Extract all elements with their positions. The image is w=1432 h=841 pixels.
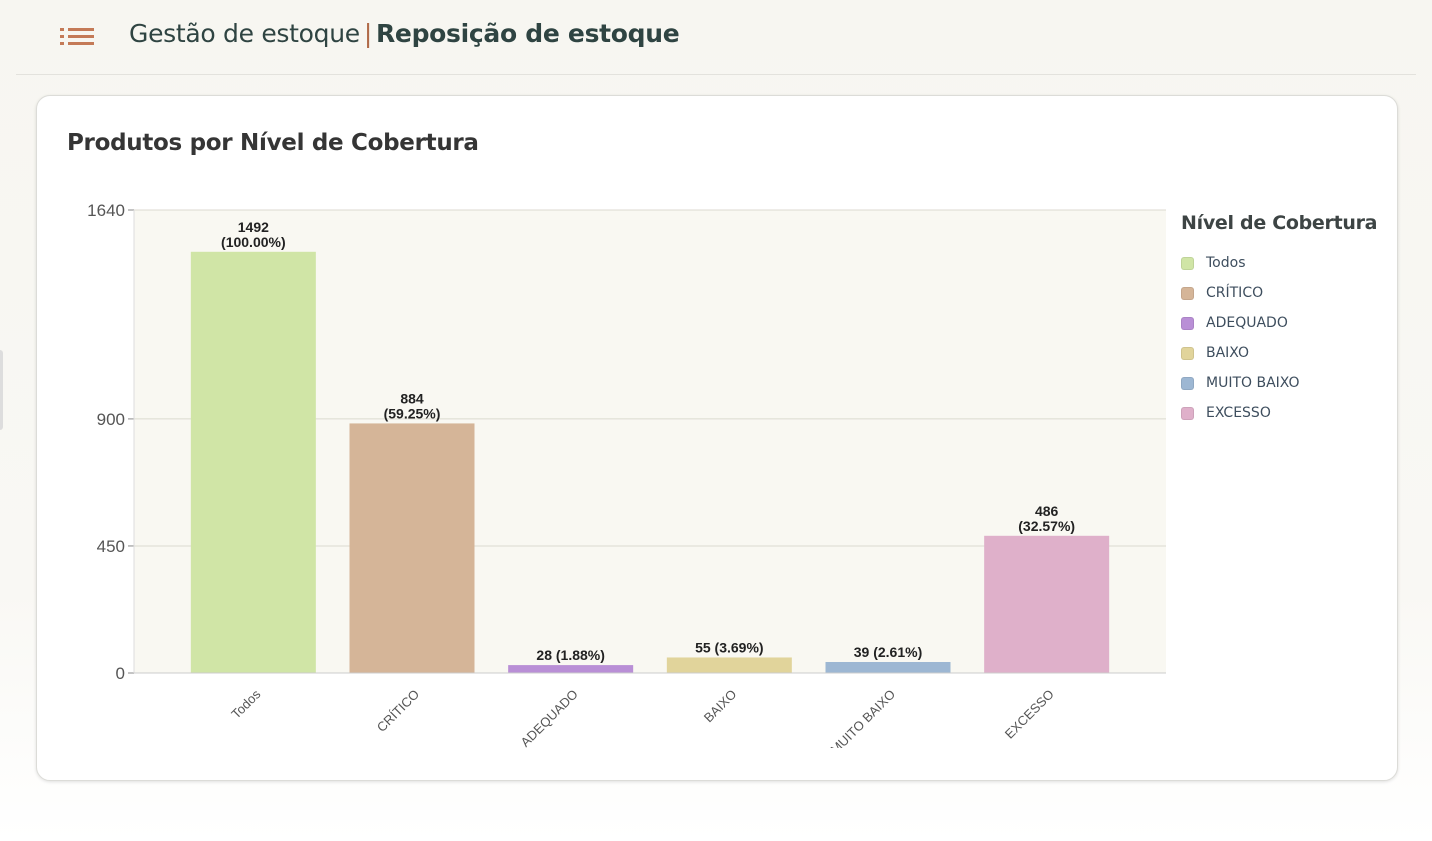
bar-adequado <box>508 665 634 673</box>
legend-item[interactable]: Todos <box>1181 248 1377 278</box>
y-tick-label: 900 <box>97 410 125 429</box>
data-label: (100.00%) <box>221 234 286 250</box>
legend-title: Nível de Cobertura <box>1181 212 1378 234</box>
x-tick-label: ADEQUADO <box>518 687 581 750</box>
legend-label: CRÍTICO <box>1206 285 1264 301</box>
legend: Nível de Cobertura Todos CRÍTICO ADEQUADO B… <box>1181 212 1377 428</box>
data-label: (59.25%) <box>384 405 441 421</box>
data-label: 55 (3.69%) <box>695 639 763 655</box>
legend-item[interactable]: ADEQUADO <box>1181 308 1377 338</box>
chart-title: Produtos por Nível de Cobertura <box>67 130 479 156</box>
legend-swatch <box>1181 286 1194 300</box>
x-tick-label: EXCESSO <box>1002 687 1057 742</box>
legend-swatch <box>1181 316 1194 330</box>
x-tick-label: BAIXO <box>701 687 740 726</box>
y-tick-label: 1640 <box>87 201 125 220</box>
data-label: (32.57%) <box>1018 518 1075 534</box>
header: Gestão de estoque | Reposição de estoque <box>0 0 1432 74</box>
page-title: Gestão de estoque | Reposição de estoque <box>129 19 680 48</box>
bar-excesso <box>984 535 1110 673</box>
data-label: 884 <box>400 390 424 406</box>
legend-item[interactable]: EXCESSO <box>1181 398 1377 428</box>
data-label: 486 <box>1035 503 1059 519</box>
title-separator: | <box>363 19 372 48</box>
list-icon[interactable] <box>60 28 96 46</box>
header-divider <box>16 74 1416 75</box>
section-title: Gestão de estoque <box>129 19 360 48</box>
data-label: 39 (2.61%) <box>854 644 922 660</box>
legend-label: BAIXO <box>1206 345 1250 361</box>
y-tick-label: 450 <box>97 537 125 556</box>
bar-muito-baixo <box>825 661 951 673</box>
x-axis-labels: Todos CRÍTICO ADEQUADO BAIXO MUITO BAIXO EXCE… <box>228 686 1057 758</box>
legend-label: EXCESSO <box>1206 405 1271 421</box>
legend-label: MUITO BAIXO <box>1206 375 1300 391</box>
data-label: 1492 <box>238 219 269 235</box>
page-subtitle: Reposição de estoque <box>375 19 680 48</box>
x-tick-label: MUITO BAIXO <box>827 687 898 758</box>
x-tick-label: CRÍTICO <box>374 687 422 735</box>
bar-todos <box>190 251 316 673</box>
y-tick-label: 0 <box>116 664 125 683</box>
legend-swatch <box>1181 256 1194 270</box>
legend-swatch <box>1181 376 1194 390</box>
legend-item[interactable]: CRÍTICO <box>1181 278 1377 308</box>
legend-label: Todos <box>1206 255 1246 271</box>
legend-swatch <box>1181 346 1194 360</box>
bar-crítico <box>349 423 475 673</box>
legend-item[interactable]: BAIXO <box>1181 338 1377 368</box>
legend-label: ADEQUADO <box>1206 315 1288 331</box>
x-tick-label: Todos <box>228 686 263 721</box>
bar-baixo <box>666 657 792 673</box>
data-label: 28 (1.88%) <box>536 647 604 663</box>
side-handle[interactable] <box>0 350 3 430</box>
legend-swatch <box>1181 406 1194 420</box>
legend-item[interactable]: MUITO BAIXO <box>1181 368 1377 398</box>
